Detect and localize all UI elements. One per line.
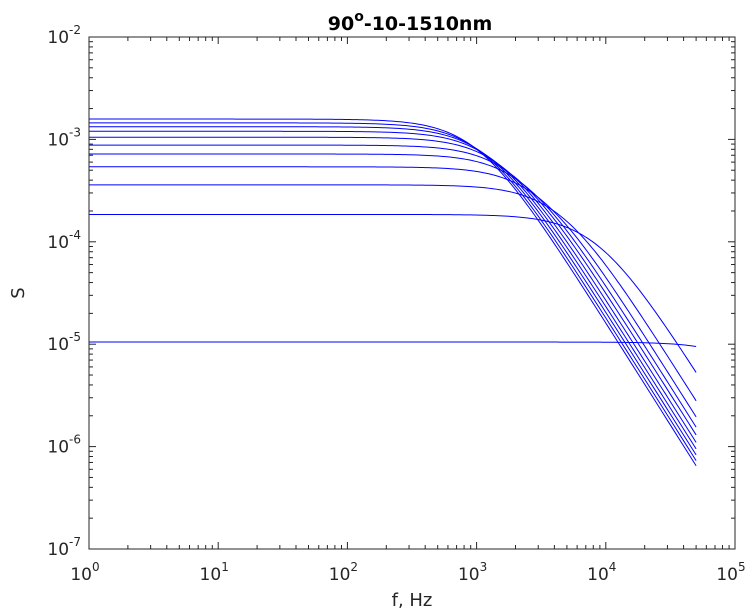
- x-tick-label: 102: [329, 560, 358, 585]
- x-tick-label: 101: [200, 560, 229, 585]
- series-group: [89, 118, 697, 467]
- series-line-4: [89, 166, 697, 418]
- plot-area: [89, 37, 735, 549]
- chart-title-superscript: o: [354, 9, 364, 25]
- y-tick-label: 10-3: [47, 125, 81, 150]
- x-tick-label: 103: [458, 560, 487, 585]
- series-line-2: [89, 213, 697, 373]
- y-tick-label: 10-5: [47, 330, 81, 355]
- chart-title: 90o-10-1510nm: [328, 9, 493, 35]
- series-line-8: [89, 130, 697, 450]
- x-tick-label: 100: [70, 560, 99, 585]
- series-line-10: [89, 122, 697, 461]
- series-line-7: [89, 136, 697, 443]
- y-tick-label: 10-2: [47, 23, 81, 48]
- x-axis-label: f, Hz: [392, 590, 433, 611]
- series-line-6: [89, 144, 697, 436]
- y-tick-label: 10-7: [47, 535, 81, 560]
- plot-frame: [88, 36, 736, 550]
- x-tick-label: 104: [587, 560, 616, 585]
- series-line-3: [89, 184, 697, 402]
- x-tick-label: 105: [716, 560, 745, 585]
- minor-ticks: [89, 37, 735, 549]
- x-tick-labels: 100 101 102 103 104 105: [70, 560, 745, 585]
- y-axis-label: S: [8, 287, 29, 298]
- series-line-1: [89, 341, 697, 347]
- y-tick-label: 10-6: [47, 433, 81, 458]
- series-line-9: [89, 126, 697, 456]
- chart-title-rest: -10-1510nm: [364, 13, 492, 35]
- chart-title-base: 90: [328, 13, 354, 35]
- y-tick-labels: 10-7 10-6 10-5 10-4 10-3 10-2: [47, 23, 81, 560]
- series-line-5: [89, 153, 697, 428]
- series-line-11: [89, 118, 697, 467]
- y-tick-label: 10-4: [47, 228, 81, 253]
